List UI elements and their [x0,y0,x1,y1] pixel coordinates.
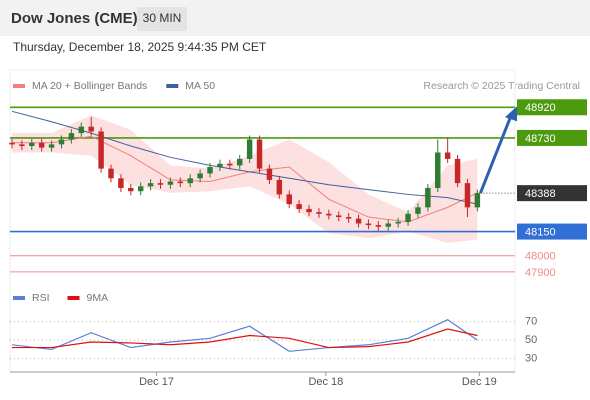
candle-body [98,131,104,169]
candle-body [227,163,233,166]
candle-body [276,179,283,195]
candle-body [187,178,193,184]
level-label-box [517,99,587,116]
timeframe-button[interactable] [137,7,187,31]
header-bar [0,0,590,36]
level-label: 48920 [525,102,556,114]
candle-body [425,187,431,208]
candle-body [147,183,154,187]
indicator-line [11,319,478,352]
x-tick-label: Dec 17 [139,376,174,388]
candle-body [296,204,302,209]
candle-body [345,217,352,219]
level-label: 48388 [525,188,556,200]
candle-body [58,139,65,145]
candle-body [246,139,253,159]
candle-body [29,142,35,147]
legend-swatch [67,296,80,300]
level-label-box [517,129,587,146]
x-tick-label: Dec 19 [462,376,497,388]
candle-body [157,183,164,185]
level-label: 48000 [525,251,556,263]
datetime: Thursday, December 18, 2025 9:44:35 PM C… [13,40,267,54]
candle-body [464,183,471,208]
candle-body [336,215,342,218]
level-label: 48730 [525,133,556,145]
candle-body [137,186,144,192]
legend-swatch [13,84,25,88]
candle-body [167,181,174,185]
candle-body [177,181,184,184]
candle-body [48,144,55,148]
candle-body [207,166,213,174]
candle-body [474,193,481,208]
candle-body [405,213,411,222]
legend-label: RSI [32,292,50,304]
legend-label: MA 50 [185,80,215,92]
candle-body [286,194,292,205]
candle-body [197,173,203,179]
level-label-box [517,223,587,240]
candle-body [316,212,322,214]
candle-body [326,213,332,216]
candle-body [266,168,273,180]
candle-body [355,218,362,224]
candle-body [118,178,124,188]
candle-body [365,223,372,226]
candle-body [415,207,421,214]
y-tick-label: 50 [525,334,537,346]
candle-body [108,168,114,179]
legend-swatch [166,84,179,88]
candle-body [385,223,391,227]
candle-body [306,208,312,213]
level-label: 47900 [525,267,556,279]
candle-body [435,152,441,188]
candle-body [128,187,134,192]
indicator-line [11,328,478,349]
forecast-arrow [478,112,514,194]
candle-body [375,225,382,227]
y-tick-label: 70 [525,315,537,327]
candle-body [19,144,25,147]
candle-body [217,163,223,167]
bollinger-band [11,115,478,243]
candle-body [38,142,45,148]
x-tick-label: Dec 18 [308,376,343,388]
legend-swatch [13,296,25,300]
source: Research © 2025 Trading Central [423,80,580,92]
candle-body [237,158,243,166]
forecast-arrowhead [505,106,517,122]
candle-body [68,133,75,140]
candle-body [395,221,401,224]
title: Dow Jones (CME) [11,10,138,27]
level-label-box [517,185,587,202]
candle-body [256,139,263,169]
timeframe[interactable]: 30 MIN [143,11,182,25]
legend-label: 9MA [87,292,109,304]
candle-body [88,126,94,132]
y-tick-label: 30 [525,353,537,365]
candle-body [78,126,85,134]
candle-body [444,152,451,159]
level-label: 48150 [525,226,556,238]
candle-body [9,142,15,145]
candle-body [454,158,461,184]
legend-label: MA 20 + Bollinger Bands [32,80,147,92]
